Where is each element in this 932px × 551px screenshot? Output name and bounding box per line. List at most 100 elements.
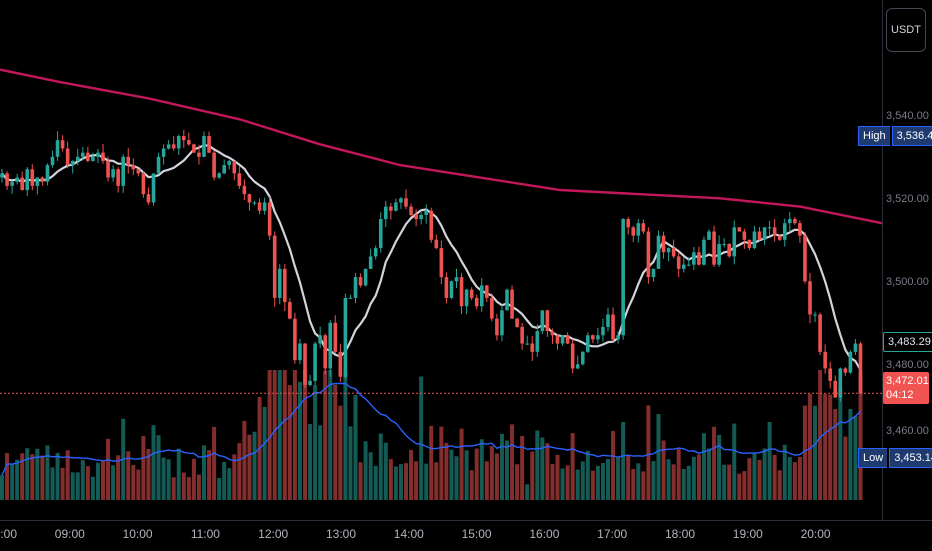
volume-bar (732, 423, 737, 500)
candle-body (328, 322, 333, 369)
time-axis[interactable] (0, 520, 932, 551)
candle-body (525, 343, 529, 345)
candle-body (520, 326, 524, 344)
time-label: 12:00 (258, 527, 289, 541)
volume-bar (166, 459, 171, 500)
volume-bar (252, 431, 257, 500)
volume-bar (600, 463, 605, 500)
candle-body (237, 173, 242, 186)
volume-bar (762, 448, 767, 500)
volume-bar (358, 462, 363, 500)
volume-bar (308, 424, 313, 500)
volume-bar (489, 446, 494, 500)
volume-bar (590, 470, 595, 500)
volume-bar (378, 433, 383, 500)
price-tick: 3,500.00 (886, 276, 929, 288)
candle-body (81, 152, 85, 157)
time-label: 18:00 (664, 527, 696, 541)
candle-body (30, 169, 35, 186)
candle-body (560, 335, 565, 344)
volume-bar (575, 469, 580, 500)
candle-body (389, 206, 393, 211)
time-label: 13:00 (325, 527, 357, 541)
candle-body (176, 136, 181, 149)
candle-body (166, 144, 171, 149)
volume-bar (242, 420, 247, 500)
candle-body (111, 169, 115, 178)
volume-bar (570, 433, 575, 500)
candle-body (303, 343, 307, 386)
candle-body (0, 173, 4, 178)
candle-body (550, 331, 555, 336)
volume-bar (676, 448, 681, 500)
volume-bar (737, 473, 742, 500)
volume-bar (171, 477, 176, 500)
candle-body (793, 219, 797, 224)
volume-bar (181, 472, 186, 500)
candle-body (60, 140, 65, 149)
volume-bar (782, 444, 787, 500)
candle-body (156, 156, 161, 174)
candle-body (798, 223, 802, 236)
price-axis[interactable] (882, 0, 932, 520)
volume-bar (545, 443, 550, 500)
volume-bar (429, 425, 434, 500)
candle-body (207, 136, 211, 153)
candle-body (636, 223, 641, 236)
volume-bar (90, 476, 95, 500)
volume-bar (70, 472, 75, 500)
candle-body (202, 136, 206, 157)
candle-body (444, 277, 449, 298)
candle-body (777, 235, 782, 240)
volume-bar (772, 454, 777, 500)
volume-bar (853, 416, 858, 500)
candle-body (91, 156, 95, 161)
candle-body (126, 156, 131, 166)
candle-body (378, 219, 383, 249)
candle-body (742, 231, 747, 240)
volume-bar (707, 448, 711, 500)
price-tick: 3,520.00 (886, 193, 929, 205)
volume-bar (474, 448, 479, 500)
volume-bar (747, 458, 752, 500)
volume-bar (409, 449, 414, 500)
volume-bar (757, 459, 762, 500)
time-label: 11:00 (190, 527, 220, 541)
candle-body (611, 314, 615, 340)
volume-bar (30, 454, 35, 500)
candle-body (606, 314, 610, 327)
volume-bar (535, 430, 540, 500)
volume-bar (646, 405, 651, 500)
volume-bar (398, 464, 403, 500)
volume-bar (414, 461, 419, 500)
candle-body (495, 318, 499, 336)
volume-bar (626, 455, 631, 500)
volume-bar (151, 425, 156, 500)
volume-bar (444, 442, 449, 500)
candle-body (212, 152, 216, 178)
candle-body (429, 210, 434, 240)
candle-body (267, 202, 272, 236)
candle-body (752, 231, 757, 249)
candle-body (75, 156, 80, 161)
volume-bar (727, 464, 732, 500)
volume-bar (262, 406, 267, 500)
candle-body (535, 331, 540, 352)
volume-bar (565, 465, 570, 500)
candle-body (747, 239, 752, 249)
candle-body (772, 227, 777, 236)
volume-bar (131, 464, 136, 500)
candle-body (161, 148, 166, 157)
volume-bar (777, 470, 782, 500)
volume-bar (424, 463, 429, 500)
time-label: 15:00 (461, 527, 492, 541)
currency-button[interactable]: USDT (886, 8, 926, 52)
volume-bar (191, 458, 196, 500)
candle-body (424, 210, 428, 215)
volume-bar (101, 461, 105, 500)
candle-body (661, 235, 666, 253)
volume-bar (282, 370, 287, 500)
volume-bar (323, 370, 328, 500)
candle-body (101, 152, 105, 161)
